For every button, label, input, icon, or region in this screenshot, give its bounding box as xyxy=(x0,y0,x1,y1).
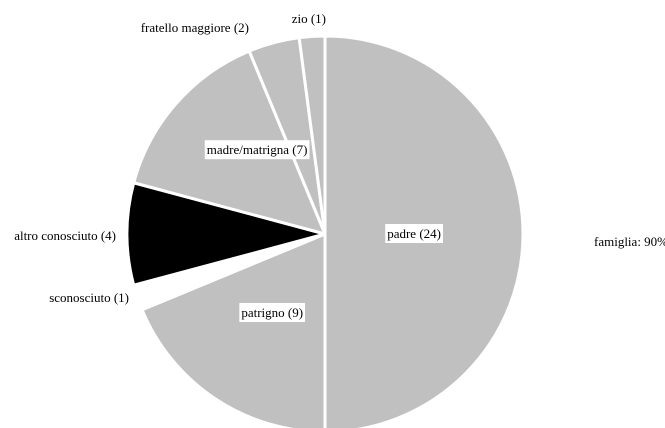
pie-slices xyxy=(125,34,525,428)
slice-label: patrigno (9) xyxy=(241,305,303,320)
pie-slice xyxy=(140,232,327,428)
pie-slice xyxy=(125,181,327,287)
slice-label: fratello maggiore (2) xyxy=(141,20,249,35)
pie-labels: padre (24) patrigno (9) sconosciuto (1) alt… xyxy=(14,11,443,323)
slice-label: zio (1) xyxy=(292,11,326,26)
slice-label: madre/matrigna (7) xyxy=(207,142,308,157)
slice-label: altro conosciuto (4) xyxy=(14,228,116,243)
family-percentage-annotation: famiglia: 90% xyxy=(594,234,665,249)
slice-label: sconosciuto (1) xyxy=(49,290,129,305)
pie-slice xyxy=(297,34,327,236)
slice-label-background xyxy=(239,303,306,323)
slice-label: padre (24) xyxy=(387,226,441,241)
slice-label-background xyxy=(204,140,310,160)
slice-label-background xyxy=(385,224,443,243)
